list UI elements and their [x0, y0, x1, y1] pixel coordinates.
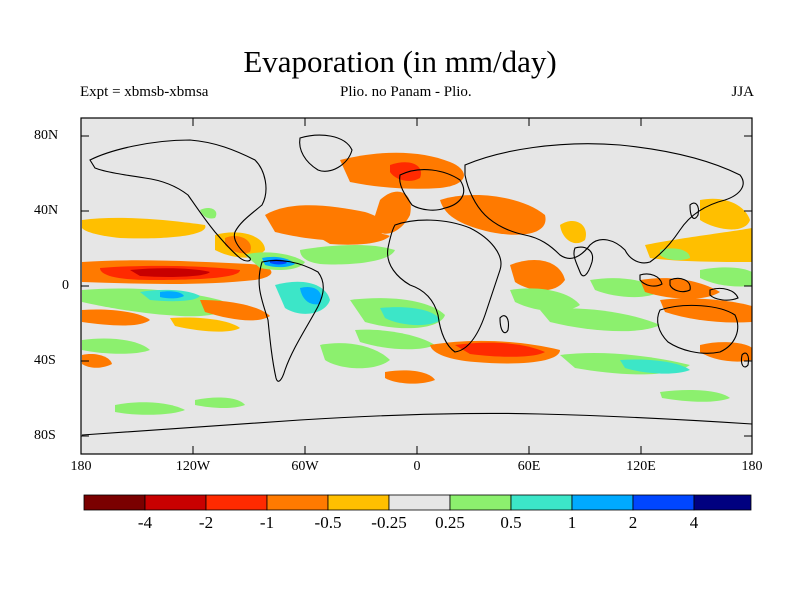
colorbar-label: 0.25	[435, 513, 465, 532]
new-guinea-coast	[709, 287, 739, 301]
field-patch	[265, 205, 387, 241]
colorbar-box	[449, 494, 512, 511]
colorbar-label: 4	[689, 513, 699, 532]
colorbar-label: 1	[567, 513, 577, 532]
antarctica-coast	[81, 412, 753, 436]
greenland-coast	[299, 134, 353, 172]
field-patch	[200, 207, 217, 219]
africa-coast	[387, 219, 502, 353]
field-patch	[660, 248, 690, 261]
field-patch	[620, 359, 690, 374]
field-patch	[82, 309, 150, 326]
field-patch	[700, 198, 750, 230]
field-patch	[660, 390, 730, 402]
x-tick-label: 0	[413, 459, 421, 474]
field-patch	[355, 329, 435, 350]
field-patch	[700, 267, 752, 287]
field-patch	[160, 291, 184, 299]
field-patch	[300, 286, 322, 305]
borneo-coast	[669, 277, 691, 293]
field-patch	[130, 268, 210, 277]
x-tick-label: 60W	[291, 459, 319, 474]
south-america-coast	[258, 259, 324, 382]
colorbar-label: 0.5	[500, 513, 522, 532]
field-patch	[700, 342, 752, 362]
field-patch	[385, 370, 435, 384]
field-patch	[82, 338, 150, 354]
map-title: Evaporation (in mm/day)	[243, 44, 557, 79]
colorbar-label: -4	[137, 513, 153, 532]
colorbar-box	[83, 494, 146, 511]
colorbar-box	[693, 494, 752, 511]
comparison-label: Plio. no Panam - Plio.	[340, 84, 472, 100]
field-patch	[455, 342, 545, 357]
x-tick-label: 60E	[517, 459, 541, 474]
madagascar-coast	[499, 315, 509, 334]
field-patch	[320, 343, 390, 369]
field-patch	[82, 217, 206, 239]
season-label: JJA	[731, 84, 754, 100]
colorbar-label: -0.25	[371, 513, 407, 532]
colorbar-label: -1	[259, 513, 275, 532]
colorbar-box	[632, 494, 695, 511]
colorbar-box	[510, 494, 573, 511]
y-tick-label: 40N	[34, 203, 59, 218]
colorbar-label: -0.5	[314, 513, 342, 532]
colorbar-box	[388, 494, 451, 511]
field-patch	[440, 195, 546, 235]
field-patch	[640, 278, 720, 299]
colorbar-box	[205, 494, 268, 511]
colorbar	[83, 494, 752, 511]
field-patch	[320, 232, 390, 245]
evaporation-anomaly-field	[82, 152, 752, 415]
sumatra-coast	[639, 273, 663, 287]
north-america-coast	[89, 139, 267, 262]
y-tick-marks	[81, 135, 752, 437]
india-coast	[573, 246, 594, 277]
y-tick-label: 80S	[34, 428, 56, 443]
colorbar-box	[571, 494, 634, 511]
y-tick-label: 0	[62, 278, 69, 293]
colorbar-box	[144, 494, 207, 511]
x-tick-marks	[192, 118, 642, 454]
colorbar-box	[327, 494, 390, 511]
field-patch	[390, 162, 421, 181]
europe-coast	[399, 169, 465, 211]
colorbar-box	[266, 494, 329, 511]
field-patch	[510, 288, 580, 312]
japan-coast	[689, 202, 699, 219]
field-patch	[660, 298, 752, 323]
x-tick-label: 120E	[626, 459, 656, 474]
x-tick-label: 180	[741, 459, 763, 474]
x-tick-label: 180	[70, 459, 92, 474]
experiment-label: Expt = xbmsb-xbmsa	[80, 84, 209, 100]
new-zealand-coast	[740, 352, 750, 368]
field-patch	[510, 260, 565, 291]
field-patch	[115, 402, 185, 415]
colorbar-label: 2	[628, 513, 638, 532]
y-tick-label: 40S	[34, 353, 56, 368]
field-patch	[82, 354, 112, 368]
field-patch	[200, 300, 270, 321]
field-patch	[225, 235, 251, 254]
field-patch	[540, 308, 660, 332]
field-patch	[300, 245, 395, 265]
coastlines	[81, 134, 753, 436]
field-patch	[560, 220, 586, 244]
colorbar-label: -2	[198, 513, 214, 532]
field-patch	[170, 317, 240, 332]
x-tick-label: 120W	[175, 459, 211, 474]
field-patch	[380, 307, 440, 326]
y-tick-label: 80N	[34, 128, 59, 143]
asia-coast	[464, 143, 744, 264]
field-patch	[195, 397, 245, 409]
australia-coast	[657, 304, 739, 354]
